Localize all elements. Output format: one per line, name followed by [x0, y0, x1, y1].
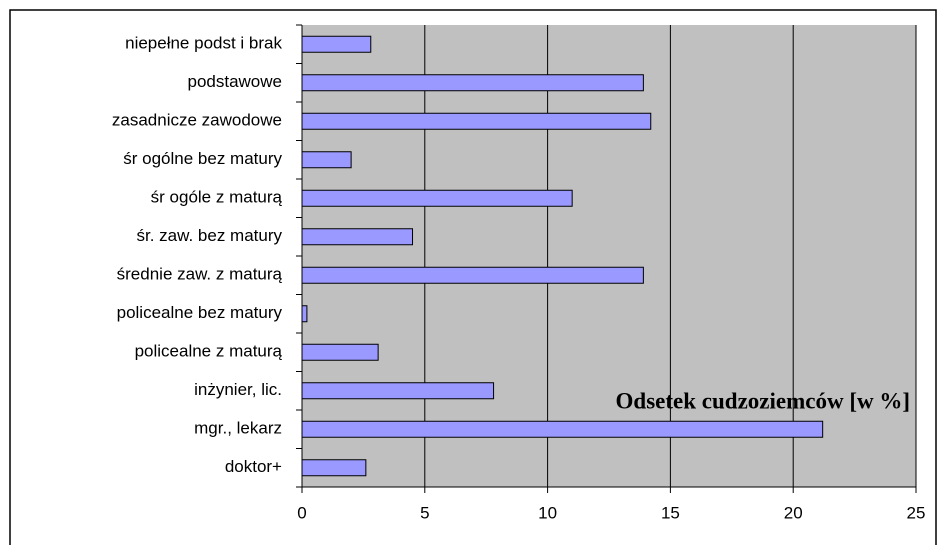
bar: [301, 382, 495, 400]
x-tick-label: 25: [907, 503, 926, 522]
x-tick-label: 15: [661, 503, 680, 522]
bar: [301, 35, 372, 53]
y-tick-label: podstawowe: [187, 72, 282, 91]
y-tick-label: niepełne podst i brak: [125, 34, 282, 53]
y-tick-label: doktor+: [225, 457, 282, 476]
y-tick-label: mgr., lekarz: [194, 419, 282, 438]
y-tick-label: inżynier, lic.: [194, 380, 282, 399]
bar: [301, 228, 414, 246]
y-tick-label: policealne bez matury: [117, 303, 283, 322]
y-tick-label: policealne z maturą: [135, 342, 283, 361]
plot-area: [302, 25, 916, 487]
bar: [301, 305, 308, 323]
y-tick-label: śr. zaw. bez matury: [137, 226, 283, 245]
bar: [301, 459, 367, 477]
y-tick-label: śr ogóle z maturą: [151, 188, 283, 207]
bar: [301, 343, 379, 361]
x-tick-label: 10: [538, 503, 557, 522]
bar: [301, 151, 352, 169]
bar: [301, 266, 644, 284]
bar: [301, 112, 652, 130]
y-tick-label: zasadnicze zawodowe: [112, 111, 282, 130]
bar: [301, 420, 824, 438]
x-tick-label: 20: [784, 503, 803, 522]
y-tick-label: śr ogólne bez matury: [123, 149, 282, 168]
y-tick-label: średnie zaw. z maturą: [117, 265, 283, 284]
bar: [301, 74, 644, 92]
axis-title: Odsetek cudzoziemców [w %]: [616, 388, 910, 413]
x-tick-label: 5: [420, 503, 429, 522]
bar: [301, 189, 573, 207]
x-tick-label: 0: [297, 503, 306, 522]
